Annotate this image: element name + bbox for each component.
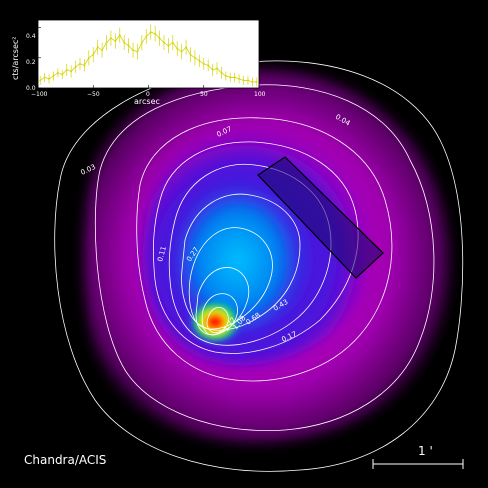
contour-0.27 — [181, 193, 301, 331]
scale-bar — [372, 459, 464, 469]
instrument-label: Chandra/ACIS — [24, 453, 106, 467]
contour-lines — [54, 60, 464, 472]
inset-ytick: 0.2 — [26, 59, 36, 66]
inset-data-layer — [39, 24, 258, 87]
inset-xtick: 50 — [200, 91, 208, 98]
inset-xtick: 0 — [146, 91, 150, 98]
diffuse-emission — [83, 69, 452, 443]
contour-1.72 — [206, 307, 229, 333]
inset-xlabel: arcsec — [134, 97, 160, 106]
contour-0.68 — [195, 267, 250, 335]
profile-inset: 0.0 0.2 0.4 −100 −50 0 50 100 arcsec cts… — [11, 19, 266, 106]
region-box[interactable] — [257, 156, 384, 279]
inset-xtick: −50 — [87, 91, 100, 98]
contour-0.17 — [168, 163, 332, 346]
contour-0.43 — [188, 227, 273, 330]
inset-ylabel: cts/arcsec² — [11, 36, 20, 80]
inset-frame — [37, 19, 260, 89]
scale-bar-label: 1 ' — [418, 444, 433, 458]
profile-line — [39, 31, 257, 83]
inset-ticks — [37, 27, 260, 89]
contour-label: 0.11 — [156, 245, 168, 262]
contour-0.07 — [136, 117, 393, 382]
contour-1.08 — [201, 293, 238, 336]
inset-ytick: 0.4 — [26, 33, 36, 40]
inset-ytick: 0.0 — [26, 85, 36, 92]
contour-0.11 — [153, 141, 359, 354]
inset-xtick: 100 — [254, 91, 266, 98]
inset-xtick: −100 — [31, 91, 48, 98]
